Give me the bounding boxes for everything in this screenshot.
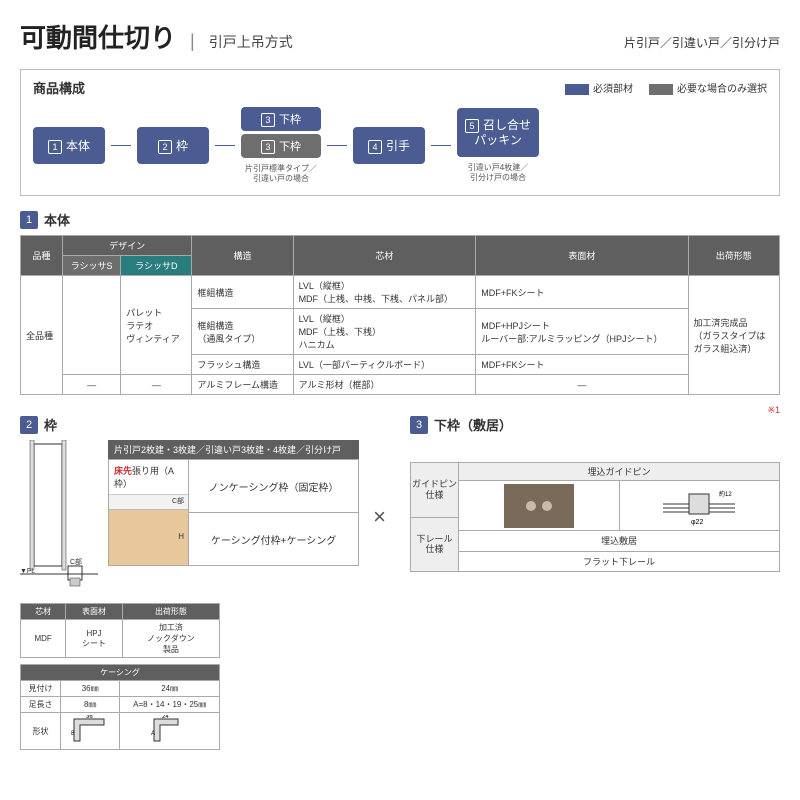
section-2-badge: 2 xyxy=(20,416,38,434)
th-hinshu: 品種 xyxy=(21,236,63,276)
section-3-title: 下枠（敷居） xyxy=(434,415,512,434)
th-lasissa-d: ラシッサD xyxy=(121,256,192,276)
title-divider: | xyxy=(190,31,195,52)
cell-s1: LVL（縦框） MDF（上桟、中桟、下桟、パネル部） xyxy=(293,276,476,309)
node-sill-a: 3下枠 xyxy=(241,107,321,131)
cell-k1: 框組構造 xyxy=(192,276,293,309)
node-packing-sub: 引違い戸4枚建／ 引分け戸の場合 xyxy=(468,163,528,182)
node-handle: 4引手 xyxy=(353,127,425,164)
pin-photo xyxy=(459,481,620,530)
door-types: 片引戸／引違い戸／引分け戸 xyxy=(624,34,780,51)
cell-h3: MDF+FKシート xyxy=(476,355,688,375)
mini-table-material: 芯材表面材出荷形態 MDFHPJ シート加工済 ノックダウン 製品 xyxy=(20,603,220,658)
cell-s3: LVL（一部パーティクルボード） xyxy=(293,355,476,375)
frame-opt2: ケーシング付枠+ケーシング xyxy=(189,513,358,565)
yukasaki-label: 床先張り用（A枠） xyxy=(109,460,188,495)
frame-img: C部 H xyxy=(109,495,188,565)
spec-table: 品種 デザイン 構造 芯材 表面材 出荷形態 ラシッサS ラシッサD 全品種 パ… xyxy=(20,235,780,395)
cell-dashA: — xyxy=(62,375,120,395)
h-label: H xyxy=(178,532,184,541)
cell-lasA xyxy=(62,276,120,375)
section-1-title: 本体 xyxy=(44,210,70,229)
section-3-head: 3 下枠（敷居） xyxy=(410,415,780,434)
sill-table: ガイドピン 仕様 下レール 仕様 埋込ガイドピン φ22 約12 xyxy=(410,462,780,572)
cell-s4: アルミ形材（框部） xyxy=(293,375,476,395)
th-design: デザイン xyxy=(62,236,191,256)
cbu-label: C部 xyxy=(172,496,184,506)
page-title: 可動間仕切り xyxy=(20,18,176,55)
sill-r2b: フラット下レール xyxy=(459,552,779,572)
cell-k2: 框組構造 （通風タイプ） xyxy=(192,309,293,355)
legend-optional: 必要な場合のみ選択 xyxy=(677,84,767,95)
frame-opt1: ノンケーシング枠（固定枠） xyxy=(189,460,358,513)
sill-hdr: 埋込ガイドピン xyxy=(459,463,779,481)
node-frame: 2枠 xyxy=(137,127,209,164)
section-2-title: 枠 xyxy=(44,415,57,434)
swatch-optional xyxy=(649,84,673,95)
section-1-head: 1 本体 xyxy=(20,210,780,229)
sill-r2a: 埋込敷居 xyxy=(459,531,779,551)
section-3-note: ※1 xyxy=(767,405,780,416)
th-lasissa-s: ラシッサS xyxy=(62,256,120,276)
mini-table-casing: ケーシング 見付け36㎜24㎜ 足長さ8㎜A=8・14・19・25㎜ 形状 36… xyxy=(20,664,220,750)
cell-hinshu: 全品種 xyxy=(21,276,63,395)
composition-section: 商品構成 必須部材 必要な場合のみ選択 1本体 2枠 3下枠 3下枠 片引戸標準… xyxy=(20,69,780,196)
th-shukka: 出荷形態 xyxy=(688,236,779,276)
svg-text:▼FL: ▼FL xyxy=(20,568,35,575)
node-body: 1本体 xyxy=(33,127,105,164)
section-3-badge: 3 xyxy=(410,416,428,434)
svg-text:φ22: φ22 xyxy=(691,519,703,526)
th-shinzai: 芯材 xyxy=(293,236,476,276)
svg-text:A: A xyxy=(151,731,155,737)
svg-text:24: 24 xyxy=(162,715,169,720)
cell-h2: MDF+HPJシート ルーバー部:アルミラッピング（HPJシート） xyxy=(476,309,688,355)
cell-h1: MDF+FKシート xyxy=(476,276,688,309)
frame-options: 片引戸2枚建・3枚建／引違い戸3枚建・4枚建／引分け戸 床先張り用（A枠） C部… xyxy=(108,440,359,566)
svg-text:約12: 約12 xyxy=(719,490,732,498)
cell-h4: — xyxy=(476,375,688,395)
node-sill-sub: 片引戸標準タイプ／ 引違い戸の場合 xyxy=(245,164,317,183)
cell-lasB: パレット ラテオ ヴィンティア xyxy=(121,276,192,375)
node-sill-b: 3下枠 xyxy=(241,134,321,158)
composition-title: 商品構成 xyxy=(33,78,85,97)
cell-s2: LVL（縦框） MDF（上桟、下桟） ハニカム xyxy=(293,309,476,355)
door-diagram: ▼FL C部 xyxy=(20,440,98,593)
page-header: 可動間仕切り | 引戸上吊方式 片引戸／引違い戸／引分け戸 xyxy=(20,18,780,55)
section-2-head: 2 枠 xyxy=(20,415,390,434)
flow-diagram: 1本体 2枠 3下枠 3下枠 片引戸標準タイプ／ 引違い戸の場合 4引手 5召し… xyxy=(33,107,767,183)
cell-dashB: — xyxy=(121,375,192,395)
legend: 必須部材 必要な場合のみ選択 xyxy=(565,80,767,95)
section-1-badge: 1 xyxy=(20,211,38,229)
legend-required: 必須部材 xyxy=(593,84,633,95)
multiply-icon: × xyxy=(369,504,390,530)
cell-ship: 加工済完成品 （ガラスタイプは ガラス組込済） xyxy=(688,276,779,395)
cell-k3: フラッシュ構造 xyxy=(192,355,293,375)
th-hyoumen: 表面材 xyxy=(476,236,688,276)
svg-text:36: 36 xyxy=(86,715,93,720)
th-kouzou: 構造 xyxy=(192,236,293,276)
svg-text:C部: C部 xyxy=(70,557,82,566)
swatch-required xyxy=(565,84,589,95)
node-packing: 5召し合せ パッキン xyxy=(457,108,539,157)
pin-dim: φ22 約12 xyxy=(620,481,780,530)
sill-l2: 下レール 仕様 xyxy=(411,518,459,572)
frame-hdr: 片引戸2枚建・3枚建／引違い戸3枚建・4枚建／引分け戸 xyxy=(108,440,359,459)
page-subtitle: 引戸上吊方式 xyxy=(209,32,293,52)
sill-l1: ガイドピン 仕様 xyxy=(411,463,459,518)
cell-k4: アルミフレーム構造 xyxy=(192,375,293,395)
